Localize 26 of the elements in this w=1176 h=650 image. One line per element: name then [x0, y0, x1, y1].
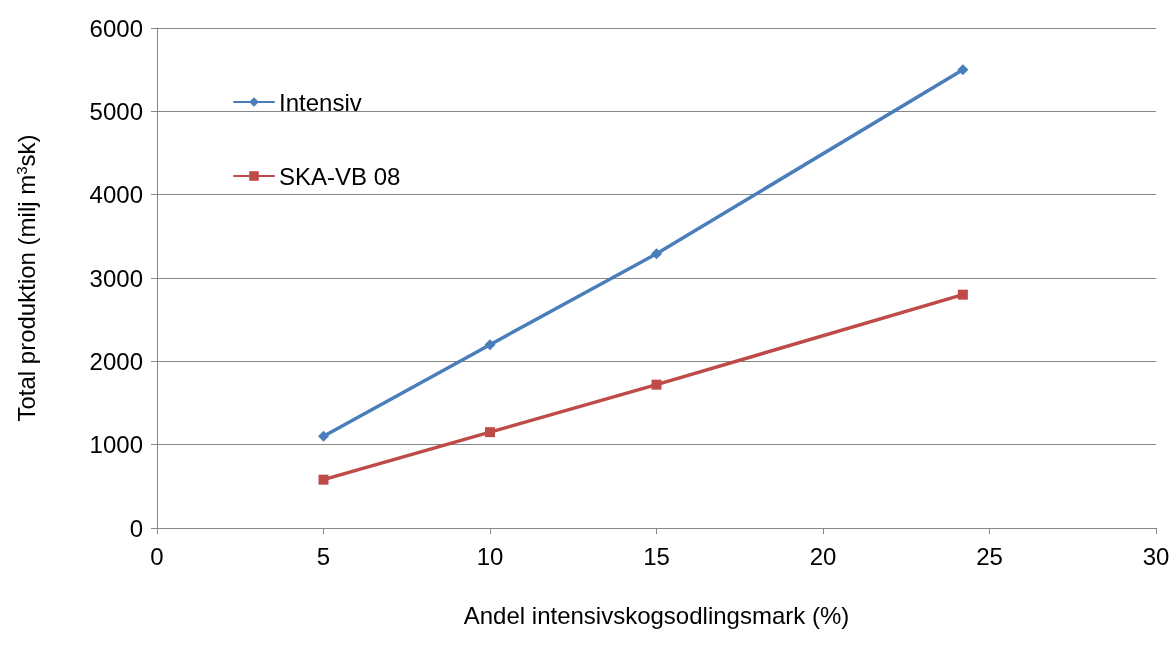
- x-tick-label: 5: [316, 542, 331, 570]
- point: [318, 474, 329, 485]
- legend-label: SKA-VB 08: [279, 162, 401, 190]
- point: [957, 64, 969, 76]
- y-tick-label: 3000: [89, 264, 143, 292]
- y-tick-label: 6000: [89, 14, 143, 42]
- y-tick-label: 0: [129, 514, 143, 542]
- x-axis-title: Andel intensivskogsodlingsmark (%): [463, 601, 850, 629]
- x-tick-label: 15: [643, 542, 670, 570]
- x-tick-label: 0: [150, 542, 164, 570]
- y-tick-label: 4000: [89, 181, 143, 209]
- x-tick-label: 20: [809, 542, 837, 570]
- point: [484, 339, 496, 351]
- x-tick-label: 10: [476, 542, 504, 570]
- point: [485, 427, 495, 438]
- point: [651, 248, 662, 260]
- point: [318, 430, 329, 442]
- y-tick-label: 2000: [89, 347, 143, 375]
- y-tick-label: 1000: [89, 431, 143, 459]
- y-axis-title: Total produktion (milj m3sk): [13, 134, 40, 422]
- x-tick-label: 30: [1142, 542, 1170, 570]
- point: [957, 289, 968, 300]
- point: [651, 379, 662, 390]
- y-tick-label: 5000: [89, 97, 143, 125]
- x-tick-label: 25: [976, 542, 1003, 570]
- legend-label: Intensiv: [279, 88, 362, 116]
